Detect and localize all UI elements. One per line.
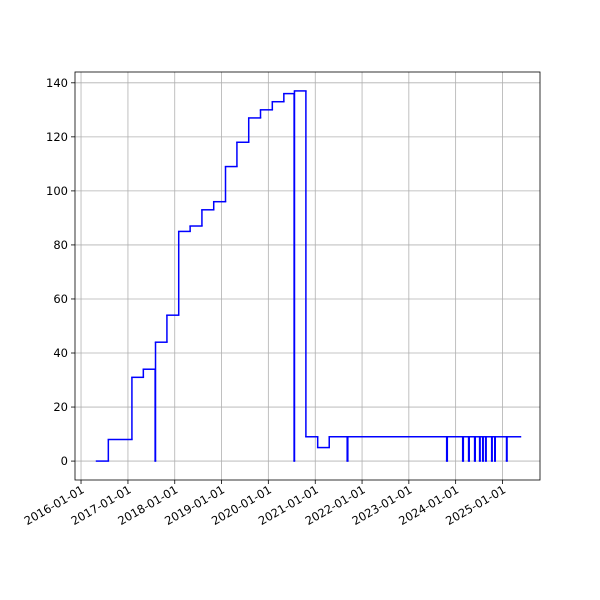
step-riser bbox=[107, 90, 508, 462]
y-tick-label: 20 bbox=[53, 400, 68, 414]
y-tick-label: 80 bbox=[53, 238, 68, 252]
y-tick-label: 120 bbox=[46, 130, 68, 144]
y-tick-label: 0 bbox=[61, 454, 68, 468]
plot-frame bbox=[74, 71, 541, 481]
y-tick-label: 140 bbox=[46, 76, 68, 90]
y-tick-label: 60 bbox=[53, 292, 68, 306]
y-tick-label: 40 bbox=[53, 346, 68, 360]
y-tick-label: 100 bbox=[46, 184, 68, 198]
